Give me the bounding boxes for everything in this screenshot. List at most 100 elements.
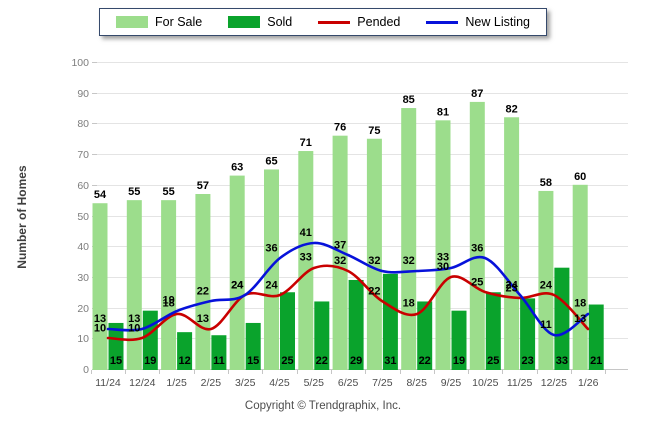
for-sale-value-label: 63 [231, 162, 243, 174]
x-tick-label: 10/25 [472, 377, 498, 389]
pended-value-label: 32 [334, 255, 346, 267]
x-tick-label: 4/25 [269, 377, 290, 389]
new-listing-value-label: 24 [505, 279, 518, 291]
sold-value-label: 11 [213, 355, 225, 367]
new-listing-value-label: 33 [437, 252, 449, 264]
bar-sold [520, 298, 536, 370]
bar-sold [485, 292, 501, 370]
x-tick-label: 11/25 [507, 377, 533, 389]
bar-for-sale [435, 120, 451, 370]
for-sale-value-label: 81 [437, 106, 449, 118]
bar-sold [588, 304, 604, 370]
pended-value-label: 23 [505, 282, 517, 294]
bar-sold [245, 322, 261, 370]
for-sale-value-label: 71 [300, 137, 312, 149]
bar-sold [108, 322, 124, 370]
y-tick-label: 50 [77, 211, 89, 223]
new-listing-value-label: 13 [94, 313, 106, 325]
legend-item-for-sale: For Sale [115, 15, 203, 29]
sold-value-label: 21 [590, 355, 602, 367]
bar-for-sale [126, 200, 142, 370]
sold-value-label: 22 [419, 355, 431, 367]
bar-for-sale [298, 151, 314, 370]
y-tick-label: 90 [77, 88, 89, 100]
new-listing-value-label: 13 [128, 313, 140, 325]
new-listing-value-label: 32 [403, 255, 415, 267]
x-tick-label: 2/25 [201, 377, 222, 389]
new-listing-value-label: 37 [334, 239, 346, 251]
new-listing-value-label: 22 [197, 285, 209, 297]
bar-sold [177, 332, 193, 370]
bar-sold [554, 267, 570, 370]
for-sale-value-label: 65 [265, 155, 277, 167]
new-listing-value-label: 36 [471, 242, 483, 254]
x-tick-label: 7/25 [372, 377, 393, 389]
y-tick-label: 80 [77, 118, 89, 130]
sold-value-label: 19 [453, 355, 465, 367]
y-tick-label: 10 [77, 333, 89, 345]
x-tick-label: 6/25 [338, 377, 359, 389]
x-tick-label: 5/25 [304, 377, 325, 389]
sold-swatch-icon [228, 16, 261, 28]
x-tick-label: 12/25 [541, 377, 567, 389]
new-listing-swatch-icon [426, 20, 459, 24]
x-tick-label: 1/25 [166, 377, 187, 389]
y-tick-label: 60 [77, 180, 89, 192]
bar-sold [211, 335, 227, 370]
sold-value-label: 22 [316, 355, 328, 367]
y-axis-title: Number of Homes [15, 165, 29, 269]
pended-value-label: 13 [574, 313, 586, 325]
for-sale-value-label: 82 [505, 103, 517, 115]
bar-sold [382, 273, 398, 370]
pended-value-label: 24 [265, 279, 278, 291]
for-sale-swatch-icon [115, 16, 148, 28]
sold-value-label: 15 [247, 355, 259, 367]
legend-label: Sold [267, 15, 293, 29]
for-sale-value-label: 75 [368, 125, 380, 137]
sold-value-label: 29 [350, 355, 362, 367]
y-tick-label: 40 [77, 241, 89, 253]
pended-value-label: 18 [403, 298, 415, 310]
x-tick-label: 9/25 [441, 377, 462, 389]
legend-label: For Sale [154, 15, 203, 29]
x-tick-label: 12/24 [129, 377, 155, 389]
new-listing-value-label: 32 [368, 255, 380, 267]
x-tick-label: 1/26 [578, 377, 599, 389]
bar-for-sale [264, 169, 279, 370]
for-sale-value-label: 87 [471, 88, 483, 100]
bar-for-sale [161, 200, 177, 370]
for-sale-value-label: 54 [94, 189, 107, 201]
legend-item-new-listing: New Listing [426, 15, 530, 29]
pended-value-label: 22 [368, 285, 380, 297]
copyright-text: Copyright © Trendgraphix, Inc. [244, 400, 402, 412]
labels: 5415101311/245519101312/24551218191/2557… [94, 88, 602, 389]
for-sale-value-label: 55 [162, 186, 174, 198]
new-listing-value-label: 36 [265, 242, 277, 254]
bar-for-sale [229, 175, 245, 370]
sold-value-label: 25 [281, 355, 293, 367]
pended-value-label: 10 [128, 322, 140, 334]
bar-for-sale [366, 138, 382, 370]
y-tick-label: 70 [77, 149, 89, 161]
sold-value-label: 15 [110, 355, 122, 367]
pended-value-label: 25 [471, 276, 483, 288]
pended-value-label: 13 [197, 313, 209, 325]
sold-value-label: 19 [144, 355, 156, 367]
bar-for-sale [469, 101, 485, 370]
y-tick-label: 0 [83, 364, 89, 376]
bar-for-sale [572, 184, 588, 370]
legend-item-pended: Pended [318, 15, 400, 29]
bar-sold [451, 310, 467, 370]
y-tick-label: 30 [77, 272, 89, 284]
new-listing-value-label: 11 [540, 319, 552, 331]
x-tick-label: 3/25 [235, 377, 256, 389]
sold-value-label: 31 [384, 355, 396, 367]
y-tick-label: 20 [77, 303, 89, 315]
legend-item-sold: Sold [228, 15, 292, 29]
line-pended [106, 264, 590, 342]
for-sale-value-label: 55 [128, 186, 140, 198]
bar-for-sale [401, 108, 417, 371]
pended-value-label: 24 [231, 279, 244, 291]
